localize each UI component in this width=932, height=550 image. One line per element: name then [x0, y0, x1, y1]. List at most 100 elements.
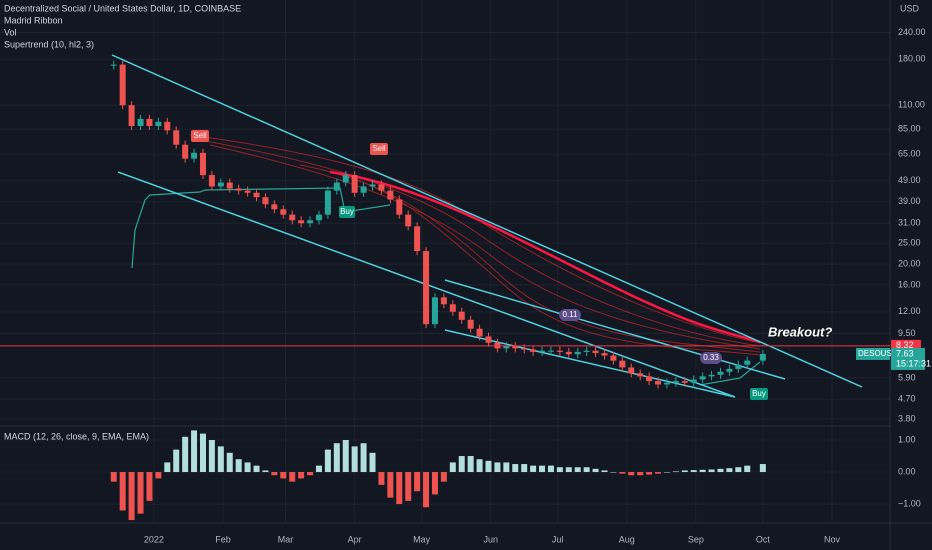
x-tick-label: 2022	[144, 534, 164, 544]
candle	[333, 182, 340, 191]
candle	[735, 364, 742, 369]
macd-bar	[717, 468, 724, 473]
value-badge	[700, 352, 722, 364]
macd-bar	[262, 470, 269, 473]
macd-bar	[414, 472, 421, 492]
candle	[342, 175, 349, 183]
macd-bar	[271, 472, 278, 476]
annotation: Breakout?	[768, 324, 832, 339]
x-tick-label: Sep	[688, 534, 704, 544]
macd-bar	[530, 465, 537, 473]
macd-bar	[208, 440, 215, 473]
candle	[387, 190, 394, 200]
macd-bar	[690, 470, 697, 473]
candle	[458, 311, 465, 320]
y-tick-label: 49.00	[898, 175, 921, 185]
candle	[592, 350, 599, 354]
y-tick-label: 39.00	[898, 196, 921, 206]
supertrend	[131, 187, 761, 386]
y-tick-label: 240.00	[898, 27, 926, 37]
macd-bar	[655, 472, 662, 474]
macd-bar	[619, 472, 626, 474]
candle	[405, 214, 412, 227]
candle	[137, 118, 144, 126]
macd-bar	[307, 472, 314, 476]
macd-bar	[423, 472, 430, 508]
macd-bar	[601, 470, 608, 473]
candle	[547, 350, 554, 352]
candle	[155, 121, 162, 126]
y-tick-label: 5.90	[898, 372, 916, 382]
candle	[628, 367, 635, 374]
x-tick-label: Jun	[483, 534, 498, 544]
y-tick-label: 110.00	[898, 100, 925, 110]
ribbon-main	[329, 170, 761, 344]
candle	[244, 190, 251, 193]
macd-bar	[155, 472, 162, 479]
candle	[717, 371, 724, 375]
y-axis-label: USD	[900, 3, 920, 13]
candle	[289, 214, 296, 221]
candle	[164, 121, 171, 131]
macd-bar	[556, 467, 563, 473]
candle	[619, 360, 626, 368]
y-tick-label: 31.00	[898, 218, 921, 228]
legend-title: Decentralized Social / United States Dol…	[4, 3, 241, 13]
macd-bar	[610, 472, 617, 473]
macd-bar	[663, 472, 670, 473]
candle	[530, 349, 537, 352]
candle	[503, 346, 510, 349]
x-tick-label: Apr	[348, 534, 362, 544]
candle	[759, 353, 766, 361]
candle	[191, 152, 198, 159]
sell-badge	[191, 130, 209, 142]
countdown-label: 15:17:31	[896, 358, 931, 368]
candle	[369, 184, 376, 187]
macd-bar	[458, 456, 465, 473]
macd-bar	[244, 462, 251, 473]
sell-badge	[370, 143, 388, 155]
candle	[485, 336, 492, 343]
candle	[324, 190, 331, 215]
macd-bar	[396, 472, 403, 505]
macd-bar	[449, 462, 456, 473]
candle	[744, 360, 751, 365]
sell-label: Sell	[372, 144, 386, 153]
macd-bar	[476, 459, 483, 473]
macd-bar	[164, 462, 171, 473]
candle	[539, 350, 546, 352]
candle	[521, 348, 528, 350]
macd-bar	[565, 467, 572, 473]
last-price-tag	[891, 347, 925, 370]
candle	[182, 144, 189, 159]
y-tick-label: 9.50	[898, 328, 916, 338]
legend-indicator: Vol	[4, 27, 17, 37]
buy-label: Buy	[340, 207, 354, 216]
macd-bar	[191, 430, 198, 473]
macd-bar	[315, 465, 322, 473]
macd-bar	[646, 472, 653, 475]
candle	[663, 382, 670, 385]
macd-bar	[503, 462, 510, 473]
macd-bar	[637, 472, 644, 476]
macd-bar	[431, 472, 438, 495]
candle	[298, 220, 305, 224]
y-tick-label: 85.00	[898, 124, 921, 134]
candle	[217, 182, 224, 187]
buy-label: Buy	[752, 389, 766, 398]
macd-bar	[547, 465, 554, 473]
buy-badge	[339, 206, 355, 218]
candle	[708, 374, 715, 377]
candle	[414, 226, 421, 252]
candle	[699, 376, 706, 380]
macd-bar	[485, 460, 492, 473]
candle	[637, 373, 644, 377]
x-tick-label: Jul	[552, 534, 564, 544]
y-tick-label: 3.80	[898, 413, 916, 423]
macd-bar	[182, 436, 189, 473]
candle	[431, 297, 438, 325]
candle	[601, 353, 608, 356]
value-badge	[559, 309, 581, 321]
